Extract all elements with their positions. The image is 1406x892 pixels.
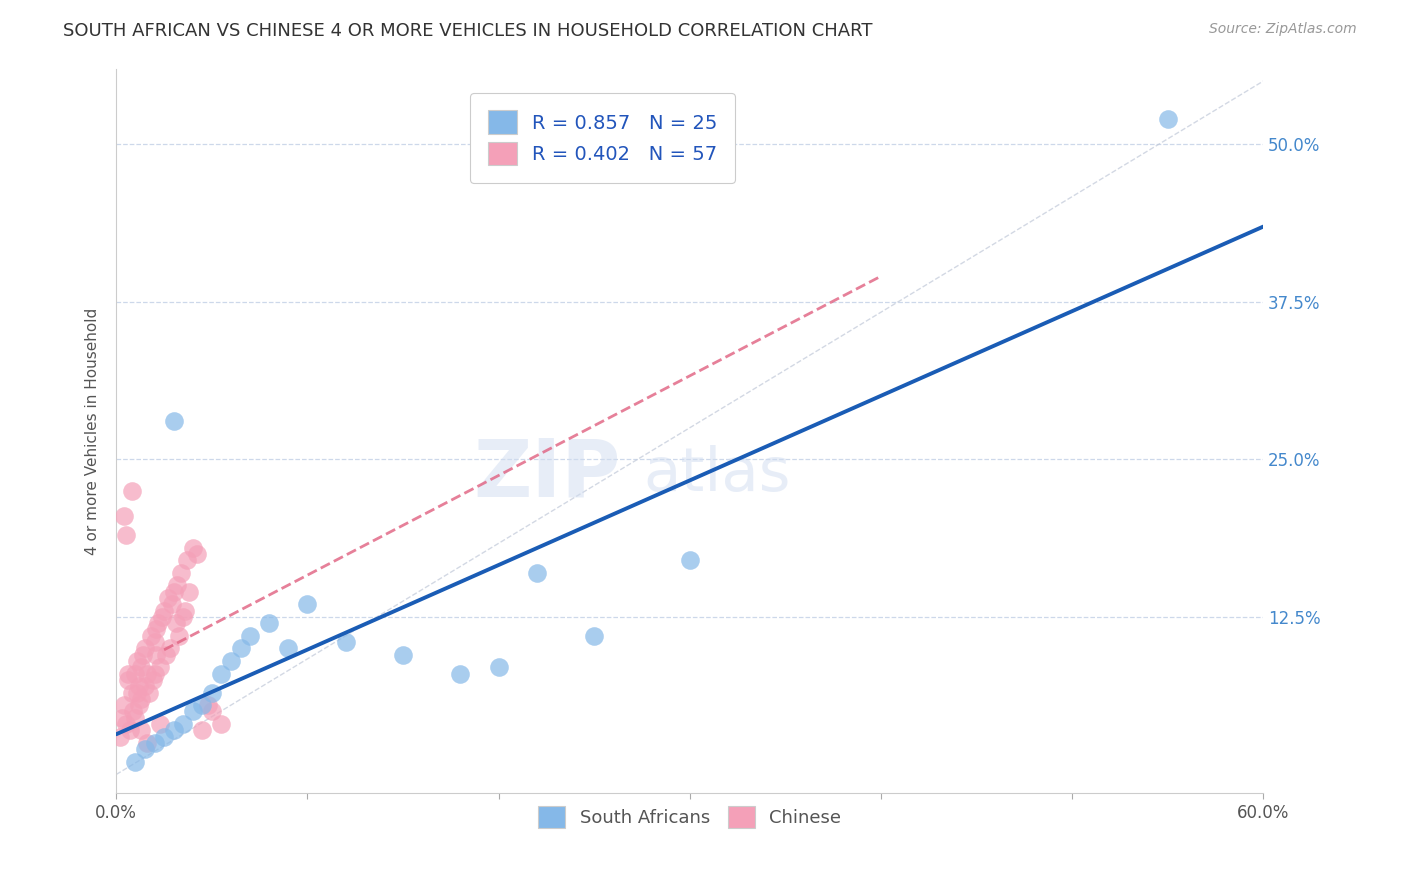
Point xyxy=(139,629,162,643)
Text: Source: ZipAtlas.com: Source: ZipAtlas.com xyxy=(1209,22,1357,37)
Point xyxy=(166,578,188,592)
Point xyxy=(174,603,197,617)
Text: ZIP: ZIP xyxy=(474,435,621,514)
Point xyxy=(172,610,194,624)
Point xyxy=(129,691,152,706)
Point xyxy=(197,698,219,712)
Point xyxy=(191,698,214,712)
Point xyxy=(165,616,187,631)
Point xyxy=(239,629,262,643)
Point xyxy=(392,648,415,662)
Point xyxy=(143,736,166,750)
Point xyxy=(127,685,149,699)
Point xyxy=(135,666,157,681)
Point xyxy=(114,717,136,731)
Text: atlas: atlas xyxy=(644,445,792,504)
Point xyxy=(134,679,156,693)
Point xyxy=(162,723,184,738)
Point xyxy=(153,603,176,617)
Point xyxy=(449,666,471,681)
Point xyxy=(219,654,242,668)
Point xyxy=(149,660,172,674)
Point xyxy=(201,705,224,719)
Point xyxy=(679,553,702,567)
Point xyxy=(1156,112,1178,126)
Point xyxy=(142,673,165,687)
Point xyxy=(257,616,280,631)
Point xyxy=(132,648,155,662)
Point xyxy=(122,705,145,719)
Point xyxy=(159,641,181,656)
Point xyxy=(117,666,139,681)
Y-axis label: 4 or more Vehicles in Household: 4 or more Vehicles in Household xyxy=(86,308,100,555)
Point xyxy=(111,711,134,725)
Point xyxy=(181,705,204,719)
Point xyxy=(176,553,198,567)
Point xyxy=(153,730,176,744)
Point xyxy=(191,723,214,738)
Point xyxy=(121,685,143,699)
Point xyxy=(170,566,193,580)
Point xyxy=(162,584,184,599)
Point xyxy=(148,616,170,631)
Point xyxy=(138,685,160,699)
Point xyxy=(155,648,177,662)
Point xyxy=(112,698,135,712)
Point xyxy=(145,648,167,662)
Point xyxy=(150,610,173,624)
Point xyxy=(186,547,208,561)
Point xyxy=(134,641,156,656)
Point xyxy=(112,509,135,524)
Point xyxy=(124,755,146,769)
Point xyxy=(108,730,131,744)
Point xyxy=(209,666,232,681)
Point xyxy=(145,623,167,637)
Point xyxy=(124,666,146,681)
Point xyxy=(201,685,224,699)
Point xyxy=(121,483,143,498)
Point xyxy=(229,641,252,656)
Point xyxy=(129,660,152,674)
Point xyxy=(118,723,141,738)
Point xyxy=(124,711,146,725)
Point xyxy=(128,679,150,693)
Point xyxy=(488,660,510,674)
Legend: South Africans, Chinese: South Africans, Chinese xyxy=(531,798,849,835)
Point xyxy=(128,698,150,712)
Text: SOUTH AFRICAN VS CHINESE 4 OR MORE VEHICLES IN HOUSEHOLD CORRELATION CHART: SOUTH AFRICAN VS CHINESE 4 OR MORE VEHIC… xyxy=(63,22,873,40)
Point xyxy=(277,641,299,656)
Point xyxy=(169,629,191,643)
Point xyxy=(143,635,166,649)
Point xyxy=(149,717,172,731)
Point xyxy=(209,717,232,731)
Point xyxy=(160,597,183,611)
Point xyxy=(135,736,157,750)
Point xyxy=(172,717,194,731)
Point xyxy=(114,528,136,542)
Point xyxy=(162,415,184,429)
Point xyxy=(526,566,548,580)
Point xyxy=(127,654,149,668)
Point xyxy=(181,541,204,555)
Point xyxy=(335,635,357,649)
Point xyxy=(297,597,319,611)
Point xyxy=(129,723,152,738)
Point xyxy=(156,591,179,605)
Point xyxy=(117,673,139,687)
Point xyxy=(143,666,166,681)
Point xyxy=(177,584,200,599)
Point xyxy=(583,629,606,643)
Point xyxy=(134,742,156,756)
